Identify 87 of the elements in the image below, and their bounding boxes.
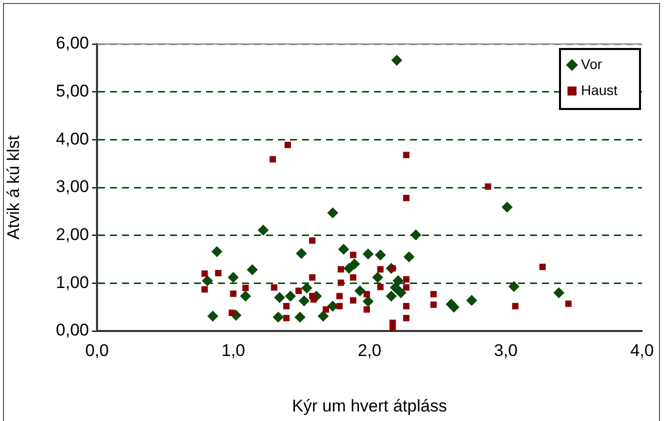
y-tick-label: 0,00 — [56, 320, 89, 340]
point — [403, 302, 410, 310]
point — [448, 302, 460, 313]
point — [322, 306, 330, 313]
point — [539, 264, 546, 270]
x-tick-label: 1,0 — [221, 340, 246, 360]
point — [215, 270, 222, 276]
point — [466, 294, 478, 306]
point — [364, 290, 370, 298]
point — [354, 285, 366, 296]
x-tick-label: 4,0 — [630, 340, 654, 360]
y-tick-label: 6,00 — [56, 34, 89, 53]
point — [228, 272, 239, 283]
point — [283, 302, 290, 310]
point — [344, 262, 355, 274]
point — [298, 295, 310, 306]
point — [502, 202, 513, 213]
point — [258, 224, 269, 236]
point — [362, 248, 374, 260]
point — [410, 229, 422, 240]
point — [372, 272, 384, 283]
y-tick-label: 1,00 — [56, 272, 89, 292]
point — [310, 296, 317, 303]
point — [294, 312, 306, 323]
point — [430, 302, 437, 308]
point — [318, 310, 329, 322]
y-tick-label: 3,00 — [56, 177, 89, 196]
point — [403, 276, 410, 283]
point — [350, 252, 356, 258]
y-tick-label: 2,00 — [56, 225, 89, 244]
legend-label: Vor — [581, 56, 602, 72]
y-tick-label: 4,00 — [56, 129, 89, 148]
point — [508, 281, 520, 292]
point — [296, 248, 307, 260]
x-axis-title: Kýr um hvert átpláss — [292, 396, 447, 416]
point — [270, 156, 276, 162]
point — [201, 270, 208, 277]
point — [386, 290, 397, 302]
point — [228, 310, 236, 316]
point — [565, 300, 572, 307]
point — [283, 314, 290, 322]
point — [395, 287, 406, 298]
legend-label: Haust — [581, 82, 618, 98]
point — [240, 290, 252, 302]
point — [403, 314, 410, 322]
point — [202, 275, 213, 286]
point — [403, 152, 410, 158]
point — [512, 302, 518, 310]
point — [230, 290, 236, 297]
x-tick-label: 2,0 — [358, 340, 382, 360]
point — [338, 244, 350, 255]
point — [309, 237, 316, 244]
point — [274, 292, 286, 304]
point — [364, 306, 370, 313]
point — [430, 290, 437, 298]
point — [350, 274, 356, 281]
point — [246, 264, 258, 276]
point — [270, 284, 278, 291]
point — [284, 290, 296, 302]
point — [403, 284, 410, 291]
point — [338, 266, 344, 272]
point — [374, 249, 386, 260]
point — [309, 274, 316, 281]
point — [390, 282, 401, 293]
point — [207, 310, 218, 322]
point — [211, 246, 222, 258]
y-axis-title: Atvik á kú klst — [4, 135, 23, 240]
point — [295, 288, 302, 294]
point — [377, 284, 384, 290]
point — [327, 207, 338, 218]
point — [338, 280, 344, 286]
point — [336, 302, 343, 310]
point — [272, 312, 284, 323]
point — [391, 54, 402, 66]
point — [404, 251, 415, 262]
y-tick-label: 5,00 — [56, 82, 89, 101]
point — [362, 296, 374, 307]
point — [350, 297, 356, 304]
point — [553, 287, 564, 298]
point — [377, 266, 384, 272]
point — [201, 286, 208, 293]
point — [403, 194, 410, 202]
point — [336, 292, 343, 300]
point — [389, 324, 396, 331]
x-tick-label: 3,0 — [494, 340, 518, 360]
point — [284, 142, 291, 148]
x-tick-label: 0,0 — [85, 340, 109, 360]
